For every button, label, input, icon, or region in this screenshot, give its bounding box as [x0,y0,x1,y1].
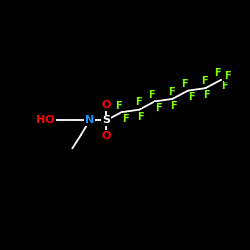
Text: F: F [214,68,221,78]
Text: HO: HO [36,116,55,126]
Text: F: F [115,101,121,111]
Text: S: S [102,116,110,126]
Text: F: F [203,90,210,101]
Text: F: F [148,90,155,100]
Text: F: F [224,72,231,82]
Text: N: N [85,116,94,126]
Text: F: F [137,112,143,122]
Text: F: F [135,98,141,108]
Text: O: O [101,131,111,141]
Text: F: F [181,79,188,89]
Text: O: O [101,100,111,110]
Text: F: F [168,87,175,97]
Text: F: F [170,101,177,111]
Text: F: F [188,92,195,102]
Text: F: F [122,114,128,124]
Text: F: F [221,81,228,91]
Text: F: F [201,76,208,86]
Text: F: F [155,103,162,113]
